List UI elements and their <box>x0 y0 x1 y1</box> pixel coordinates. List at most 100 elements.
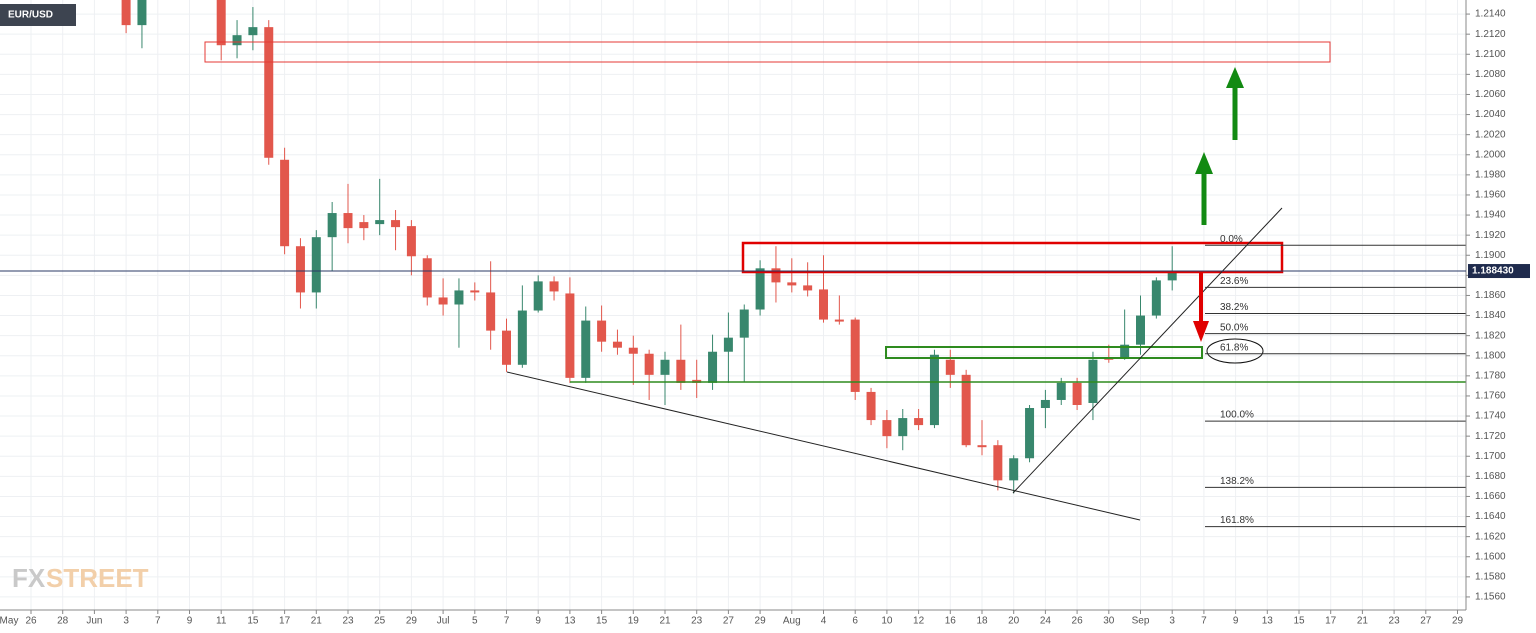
y-tick-label: 1.1860 <box>1475 290 1506 301</box>
candles <box>121 0 1177 494</box>
candle-body <box>295 246 305 293</box>
x-tick-label: 17 <box>1325 616 1337 627</box>
x-tick-label: 27 <box>723 616 735 627</box>
x-tick-label: 21 <box>659 616 671 627</box>
candle-body <box>961 374 971 446</box>
x-tick-label: 21 <box>311 616 323 627</box>
candle-body <box>533 281 543 311</box>
candle-body <box>739 309 749 338</box>
candle-body <box>359 222 369 229</box>
x-tick-label: May <box>0 616 18 627</box>
y-tick-label: 1.1560 <box>1475 592 1506 603</box>
y-tick-label: 1.1720 <box>1475 431 1506 442</box>
candle-body <box>1151 280 1161 316</box>
x-tick-label: 10 <box>881 616 893 627</box>
candle-body <box>597 320 607 342</box>
candle-body <box>1009 458 1019 481</box>
y-tick-label: 1.2000 <box>1475 149 1506 160</box>
y-tick-label: 1.1760 <box>1475 391 1506 402</box>
candle-body <box>644 353 654 375</box>
x-tick-label: 7 <box>504 616 510 627</box>
x-tick-label: 26 <box>1072 616 1084 627</box>
x-tick-label: 3 <box>123 616 129 627</box>
candle-body <box>898 418 908 437</box>
y-tick-label: 1.2080 <box>1475 69 1506 80</box>
fib-label: 38.2% <box>1220 302 1248 313</box>
candle-body <box>834 319 844 322</box>
candle-body <box>1167 271 1177 281</box>
candle-body <box>803 285 813 291</box>
candle-body <box>1040 399 1050 409</box>
candle-body <box>248 27 258 36</box>
candle-body <box>264 27 274 158</box>
fib-label: 61.8% <box>1220 342 1248 353</box>
y-tick-label: 1.1660 <box>1475 491 1506 502</box>
candle-body <box>1136 315 1145 345</box>
y-tick-label: 1.1780 <box>1475 370 1506 381</box>
symbol: EUR/USD <box>8 10 53 21</box>
candle-body <box>771 268 781 283</box>
candle-body <box>216 0 226 46</box>
watermark-fx: FX <box>12 563 46 593</box>
candle-body <box>819 289 828 320</box>
candle-body <box>676 359 686 383</box>
fib-label: 0.0% <box>1220 234 1243 245</box>
candle-body <box>977 445 987 448</box>
x-tick-label: 26 <box>25 616 37 627</box>
y-tick-label: 1.1580 <box>1475 571 1506 582</box>
y-tick-label: 1.1680 <box>1475 471 1506 482</box>
candle-body <box>517 310 527 365</box>
x-tick-label: 4 <box>821 616 827 627</box>
candle-body <box>787 282 797 286</box>
candle-body <box>1025 408 1035 459</box>
x-tick-label: 12 <box>913 616 925 627</box>
x-tick-label: 27 <box>1420 616 1432 627</box>
y-tick-label: 1.1640 <box>1475 511 1506 522</box>
candle-body <box>343 213 353 229</box>
x-tick-label: 6 <box>852 616 858 627</box>
candle-body <box>422 258 432 298</box>
support-box <box>885 346 1203 359</box>
x-tick-label: 15 <box>596 616 608 627</box>
candle-body <box>708 351 718 383</box>
fib-label: 100.0% <box>1220 410 1254 421</box>
x-tick-label: 9 <box>1233 616 1239 627</box>
candle-body <box>1120 344 1130 358</box>
candle-body <box>375 220 385 225</box>
x-tick-label: 19 <box>628 616 640 627</box>
y-tick-label: 1.1800 <box>1475 350 1506 361</box>
candle-body <box>121 0 131 26</box>
candle-body <box>755 268 765 310</box>
x-tick-label: 23 <box>1389 616 1401 627</box>
x-tick-label: 18 <box>976 616 988 627</box>
x-tick-label: 29 <box>755 616 767 627</box>
trend-line <box>1012 207 1283 494</box>
fibonacci: 0.0% 23.6% 38.2% 50.0% 61.8% 100.0% 138.2% 161.… <box>1205 234 1466 528</box>
x-tick-label: Sep <box>1132 616 1150 627</box>
candle-body <box>137 0 147 26</box>
x-tick-label: 16 <box>945 616 957 627</box>
resistance-box <box>741 241 1284 274</box>
x-tick-label: 13 <box>1262 616 1274 627</box>
last-price: 1.188430 <box>0 264 1530 279</box>
x-tick-label: 7 <box>155 616 161 627</box>
x-tick-label: 7 <box>1201 616 1207 627</box>
x-tick-label: 11 <box>216 616 227 627</box>
candle-body <box>1072 382 1082 405</box>
y-tick-label: 1.1820 <box>1475 330 1506 341</box>
y-tick-label: 1.1960 <box>1475 190 1506 201</box>
x-tick-label: 9 <box>187 616 193 627</box>
candle-body <box>565 293 575 378</box>
axes: 1.2140 1.2120 1.2100 1.2080 1.2060 1.2040 1.20… <box>0 0 1506 627</box>
candle-body <box>993 445 1003 481</box>
fib-label: 161.8% <box>1220 515 1254 526</box>
y-tick-label: 1.1900 <box>1475 250 1506 261</box>
x-tick-label: 9 <box>535 616 541 627</box>
candle-body <box>327 213 337 238</box>
y-tick-label: 1.2040 <box>1475 109 1506 120</box>
last-price-label: 1.188430 <box>1472 266 1514 277</box>
fib-label: 138.2% <box>1220 476 1254 487</box>
candle-body <box>628 347 638 354</box>
